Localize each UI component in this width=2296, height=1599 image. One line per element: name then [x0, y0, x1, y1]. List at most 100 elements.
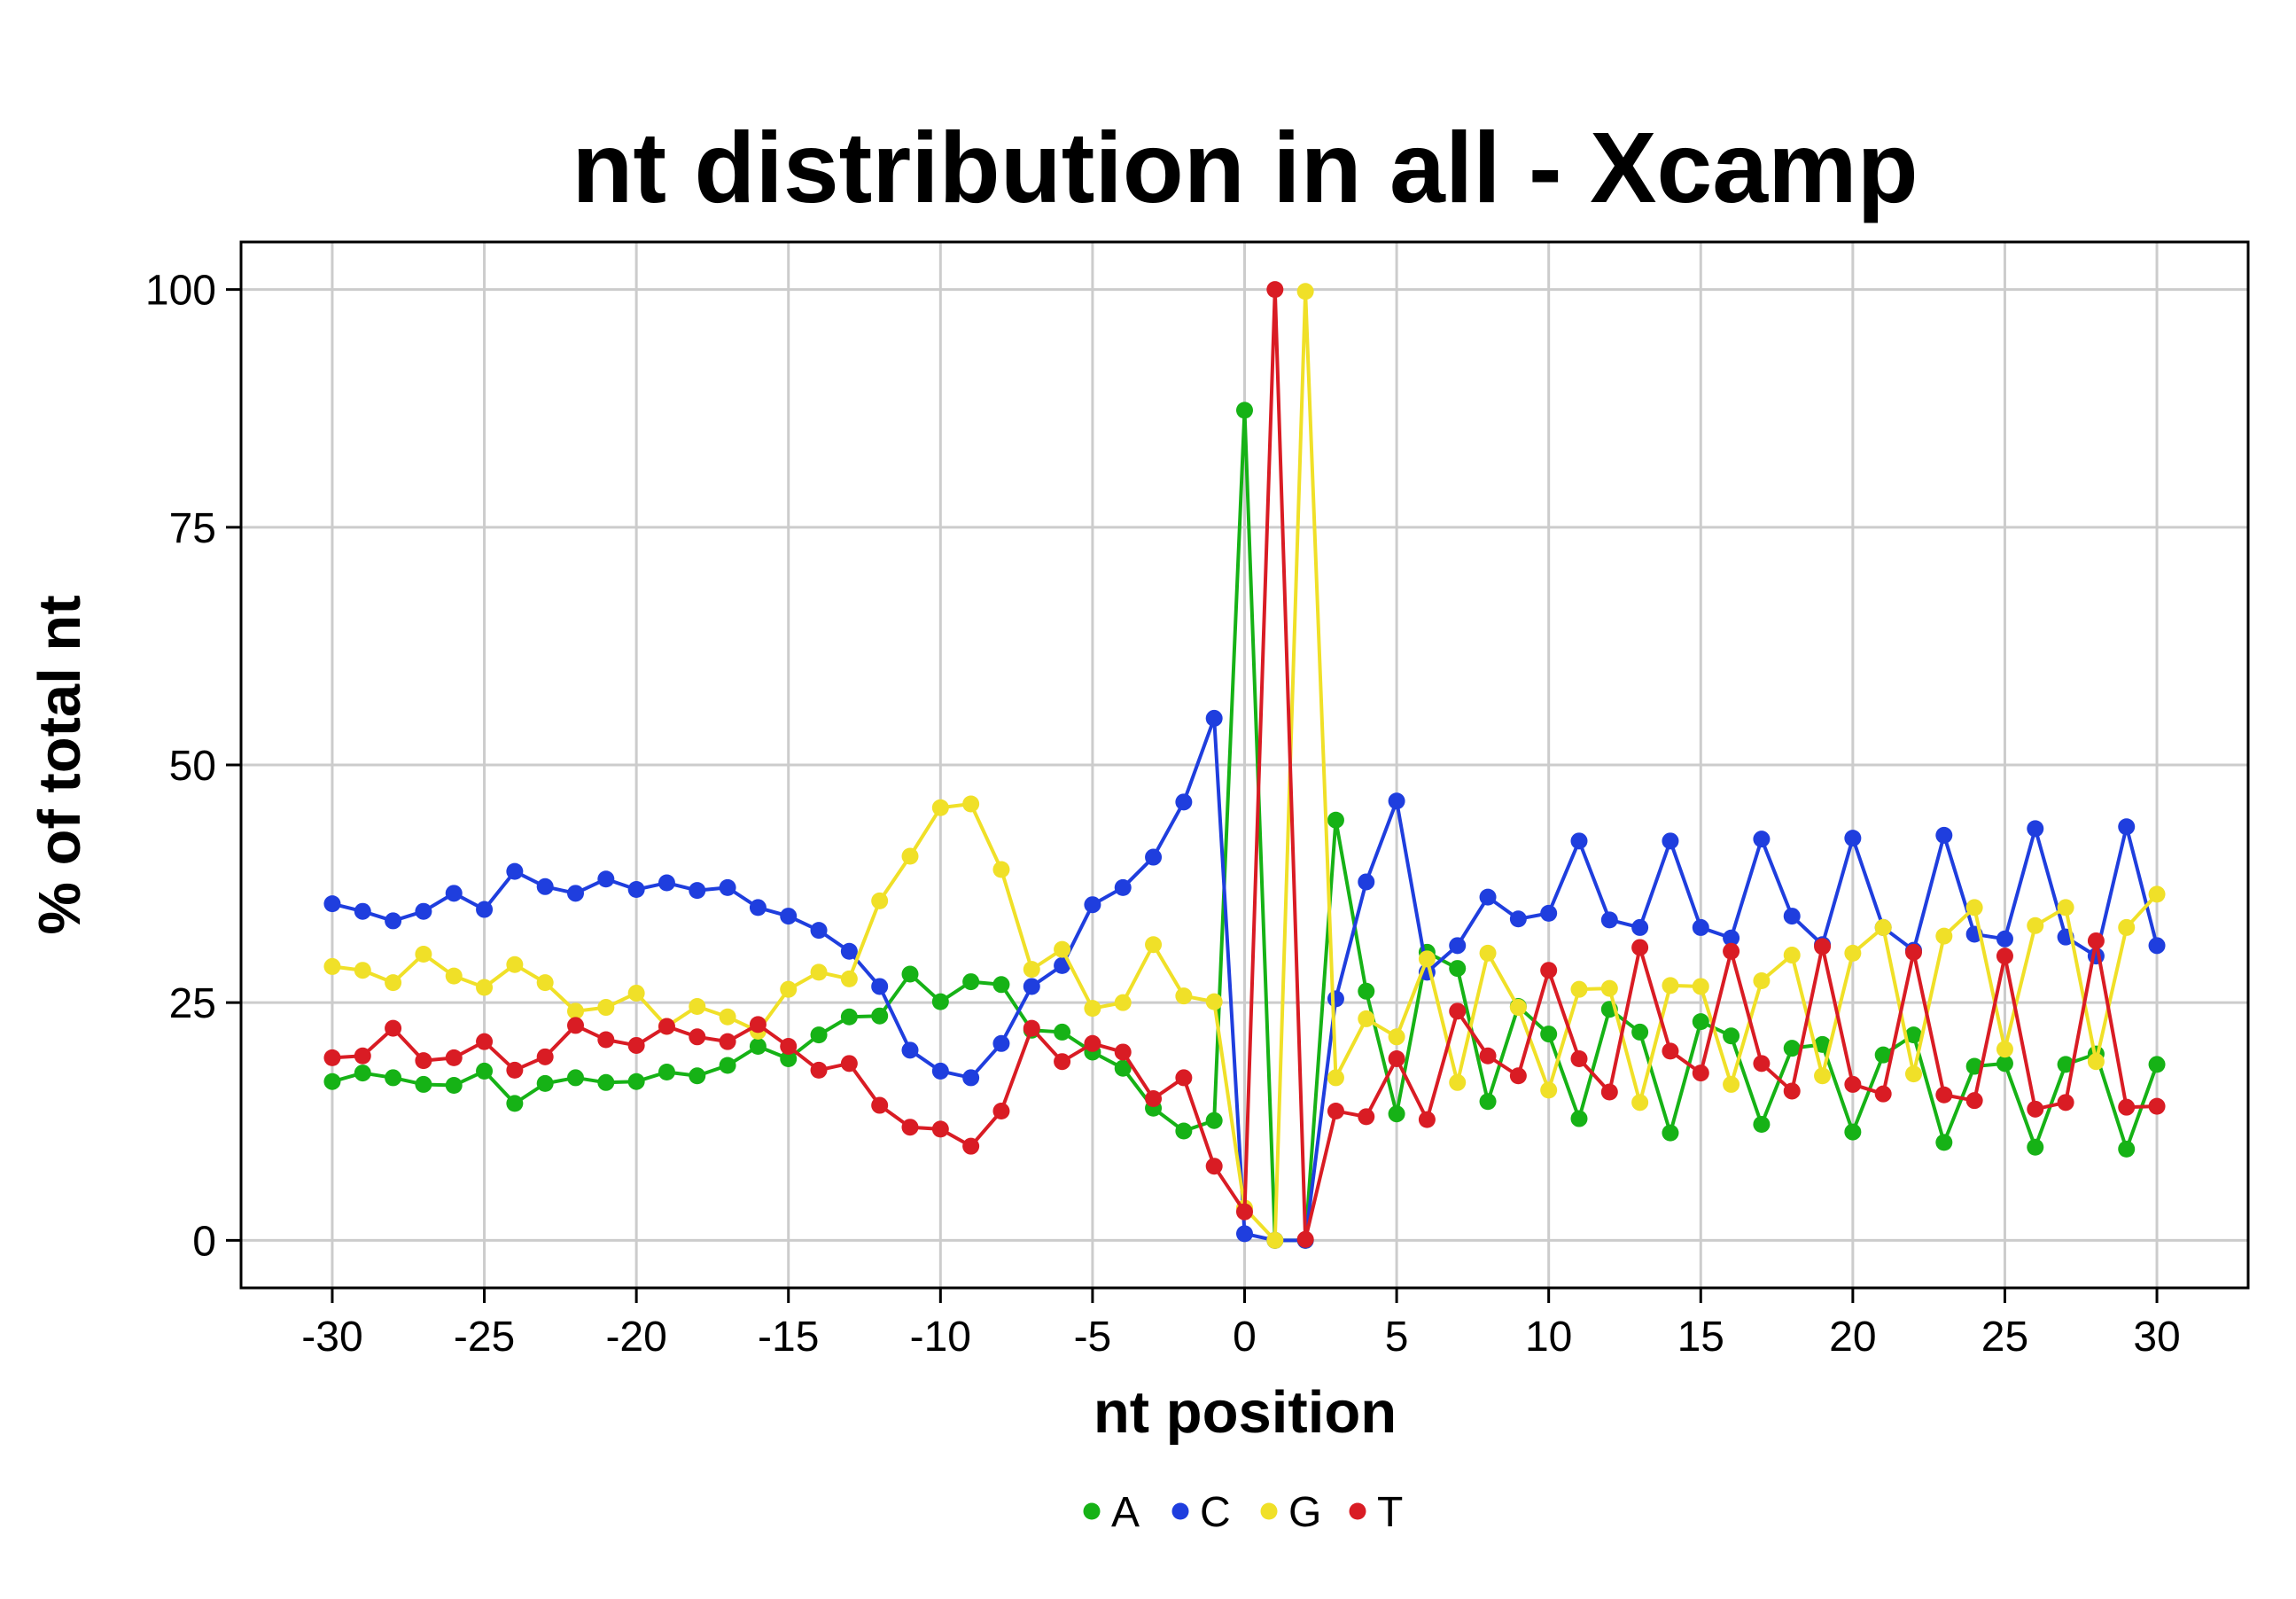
- data-point-a: [1449, 960, 1467, 978]
- data-point-c: [1600, 911, 1618, 929]
- data-point-g: [840, 970, 858, 987]
- data-point-c: [1145, 848, 1163, 866]
- data-point-a: [597, 1073, 615, 1091]
- data-point-c: [1023, 978, 1040, 995]
- data-point-g: [1905, 1065, 1922, 1083]
- data-point-a: [323, 1072, 341, 1090]
- data-point-g: [1600, 979, 1618, 997]
- data-point-g: [445, 967, 463, 985]
- data-point-g: [1935, 927, 1953, 945]
- data-point-c: [1540, 904, 1558, 922]
- data-point-g: [627, 984, 645, 1002]
- data-point-g: [2118, 918, 2136, 936]
- data-point-t: [323, 1049, 341, 1066]
- x-tick-label: -30: [301, 1314, 362, 1361]
- data-point-g: [1570, 980, 1588, 998]
- data-point-g: [476, 979, 494, 996]
- legend-marker-c: [1171, 1502, 1189, 1520]
- data-point-t: [1996, 948, 2013, 965]
- data-point-c: [1692, 918, 1709, 936]
- data-point-a: [1570, 1110, 1588, 1127]
- data-point-t: [901, 1119, 919, 1136]
- data-point-a: [1358, 982, 1375, 1000]
- data-point-c: [1327, 990, 1344, 1008]
- data-point-a: [476, 1062, 494, 1080]
- data-point-t: [1965, 1092, 1983, 1110]
- data-point-t: [1479, 1047, 1497, 1065]
- data-point-c: [2027, 820, 2044, 838]
- data-point-g: [1388, 1028, 1405, 1046]
- legend-item-a: A: [1083, 1489, 1140, 1536]
- x-tick-label: -25: [454, 1314, 515, 1361]
- data-point-a: [1236, 402, 1253, 419]
- data-point-c: [901, 1041, 919, 1059]
- data-point-t: [931, 1120, 949, 1138]
- data-point-g: [1327, 1069, 1344, 1087]
- data-point-t: [1054, 1053, 1071, 1071]
- data-point-g: [323, 957, 341, 975]
- data-point-t: [1084, 1034, 1101, 1052]
- data-point-a: [1723, 1027, 1740, 1045]
- data-point-a: [1814, 1035, 1832, 1053]
- data-point-g: [1266, 1231, 1284, 1249]
- data-point-g: [1753, 972, 1771, 990]
- data-point-a: [1905, 1026, 1922, 1044]
- data-point-t: [1266, 281, 1284, 299]
- data-point-c: [323, 895, 341, 913]
- data-point-g: [385, 974, 402, 992]
- data-point-t: [597, 1031, 615, 1049]
- data-point-t: [1844, 1075, 1862, 1093]
- data-point-a: [1662, 1124, 1679, 1142]
- legend-label-g: G: [1288, 1489, 1321, 1536]
- data-point-t: [1814, 938, 1832, 956]
- data-point-t: [1023, 1019, 1040, 1037]
- data-point-c: [567, 885, 584, 902]
- data-point-a: [1175, 1122, 1193, 1140]
- data-point-t: [536, 1048, 554, 1065]
- data-point-a: [2027, 1138, 2044, 1156]
- legend-item-t: T: [1349, 1489, 1403, 1536]
- data-point-t: [962, 1137, 980, 1155]
- data-point-a: [840, 1008, 858, 1026]
- data-point-g: [536, 974, 554, 992]
- data-point-g: [1540, 1081, 1558, 1099]
- data-point-c: [2148, 937, 2166, 955]
- data-point-t: [1175, 1069, 1193, 1087]
- data-point-c: [354, 902, 371, 920]
- data-point-g: [901, 847, 919, 865]
- legend-marker-a: [1083, 1502, 1101, 1520]
- data-point-a: [354, 1065, 371, 1082]
- data-point-a: [689, 1067, 706, 1085]
- data-point-c: [1479, 888, 1497, 906]
- data-point-c: [385, 912, 402, 930]
- data-point-c: [445, 885, 463, 902]
- data-point-a: [1205, 1112, 1223, 1129]
- data-point-c: [1662, 832, 1679, 850]
- data-point-g: [1783, 947, 1801, 964]
- data-point-g: [1296, 283, 1314, 300]
- data-point-t: [1145, 1090, 1163, 1108]
- data-point-t: [689, 1028, 706, 1046]
- data-point-g: [354, 962, 371, 979]
- data-point-a: [1692, 1013, 1709, 1031]
- data-point-g: [962, 795, 980, 813]
- data-point-c: [1723, 929, 1740, 947]
- data-point-t: [1905, 943, 1922, 961]
- data-point-g: [567, 1002, 584, 1020]
- x-tick-label: -20: [605, 1314, 666, 1361]
- data-point-a: [1996, 1055, 2013, 1072]
- data-point-c: [1236, 1225, 1253, 1243]
- data-point-a: [780, 1049, 798, 1067]
- data-point-g: [1844, 944, 1862, 962]
- data-point-a: [871, 1007, 889, 1025]
- data-point-t: [354, 1047, 371, 1065]
- x-tick-label: 5: [1385, 1314, 1409, 1361]
- data-point-c: [1449, 937, 1467, 955]
- series-group: [323, 281, 2166, 1249]
- data-point-g: [1418, 950, 1436, 968]
- y-axis-title: % of total nt: [27, 595, 93, 934]
- data-point-a: [2118, 1140, 2136, 1158]
- axes: -30 -25 -20 -15 -10 -5 0 5 10 15 20 25 30 0 25 50 75 100: [145, 268, 2181, 1361]
- data-point-c: [749, 899, 767, 916]
- data-point-a: [2057, 1056, 2074, 1073]
